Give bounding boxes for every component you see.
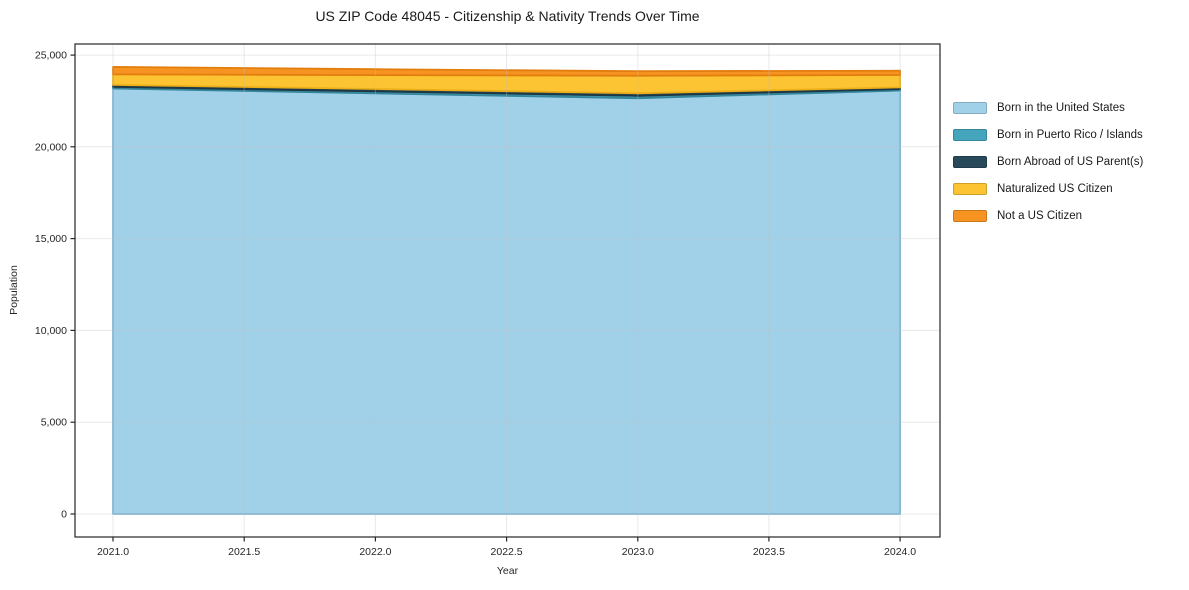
legend-label: Not a US Citizen [997,210,1083,222]
x-tick-label: 2023.5 [753,546,785,558]
legend-item-born-in-the-united-states: Born in the United States [953,101,1143,115]
x-axis-label: Year [496,565,519,577]
x-tick-label: 2021.0 [97,546,129,558]
legend-swatch [953,210,987,222]
legend: Born in the United States Born in Puerto … [953,101,1143,223]
legend-item-born-abroad-of-us-parent-s: Born Abroad of US Parent(s) [953,155,1143,169]
legend-swatch [953,129,987,141]
chart-title: US ZIP Code 48045 - Citizenship & Nativi… [315,8,700,24]
legend-swatch [953,156,987,168]
legend-item-not-a-us-citizen: Not a US Citizen [953,209,1143,223]
y-tick-label: 10,000 [35,325,67,337]
legend-label: Born in Puerto Rico / Islands [997,129,1143,141]
x-tick-label: 2023.0 [622,546,654,558]
legend-item-naturalized-us-citizen: Naturalized US Citizen [953,182,1143,196]
x-tick-label: 2024.0 [884,546,916,558]
area-not-a-us-citizen [112,66,901,77]
y-tick-label: 5,000 [41,417,67,429]
legend-swatch [953,183,987,195]
x-tick-label: 2021.5 [228,546,260,558]
x-tick-label: 2022.0 [359,546,391,558]
y-tick-label: 0 [61,509,67,521]
legend-label: Born Abroad of US Parent(s) [997,156,1144,168]
legend-label: Born in the United States [997,102,1125,114]
legend-label: Naturalized US Citizen [997,183,1113,195]
axis-frame [74,43,941,538]
legend-swatch [953,102,987,114]
legend-item-born-in-puerto-rico-islands: Born in Puerto Rico / Islands [953,128,1143,142]
y-tick-label: 15,000 [35,233,67,245]
y-axis-label: Population [8,265,20,315]
y-tick-label: 20,000 [35,141,67,153]
y-tick-label: 25,000 [35,50,67,62]
x-tick-label: 2022.5 [491,546,523,558]
